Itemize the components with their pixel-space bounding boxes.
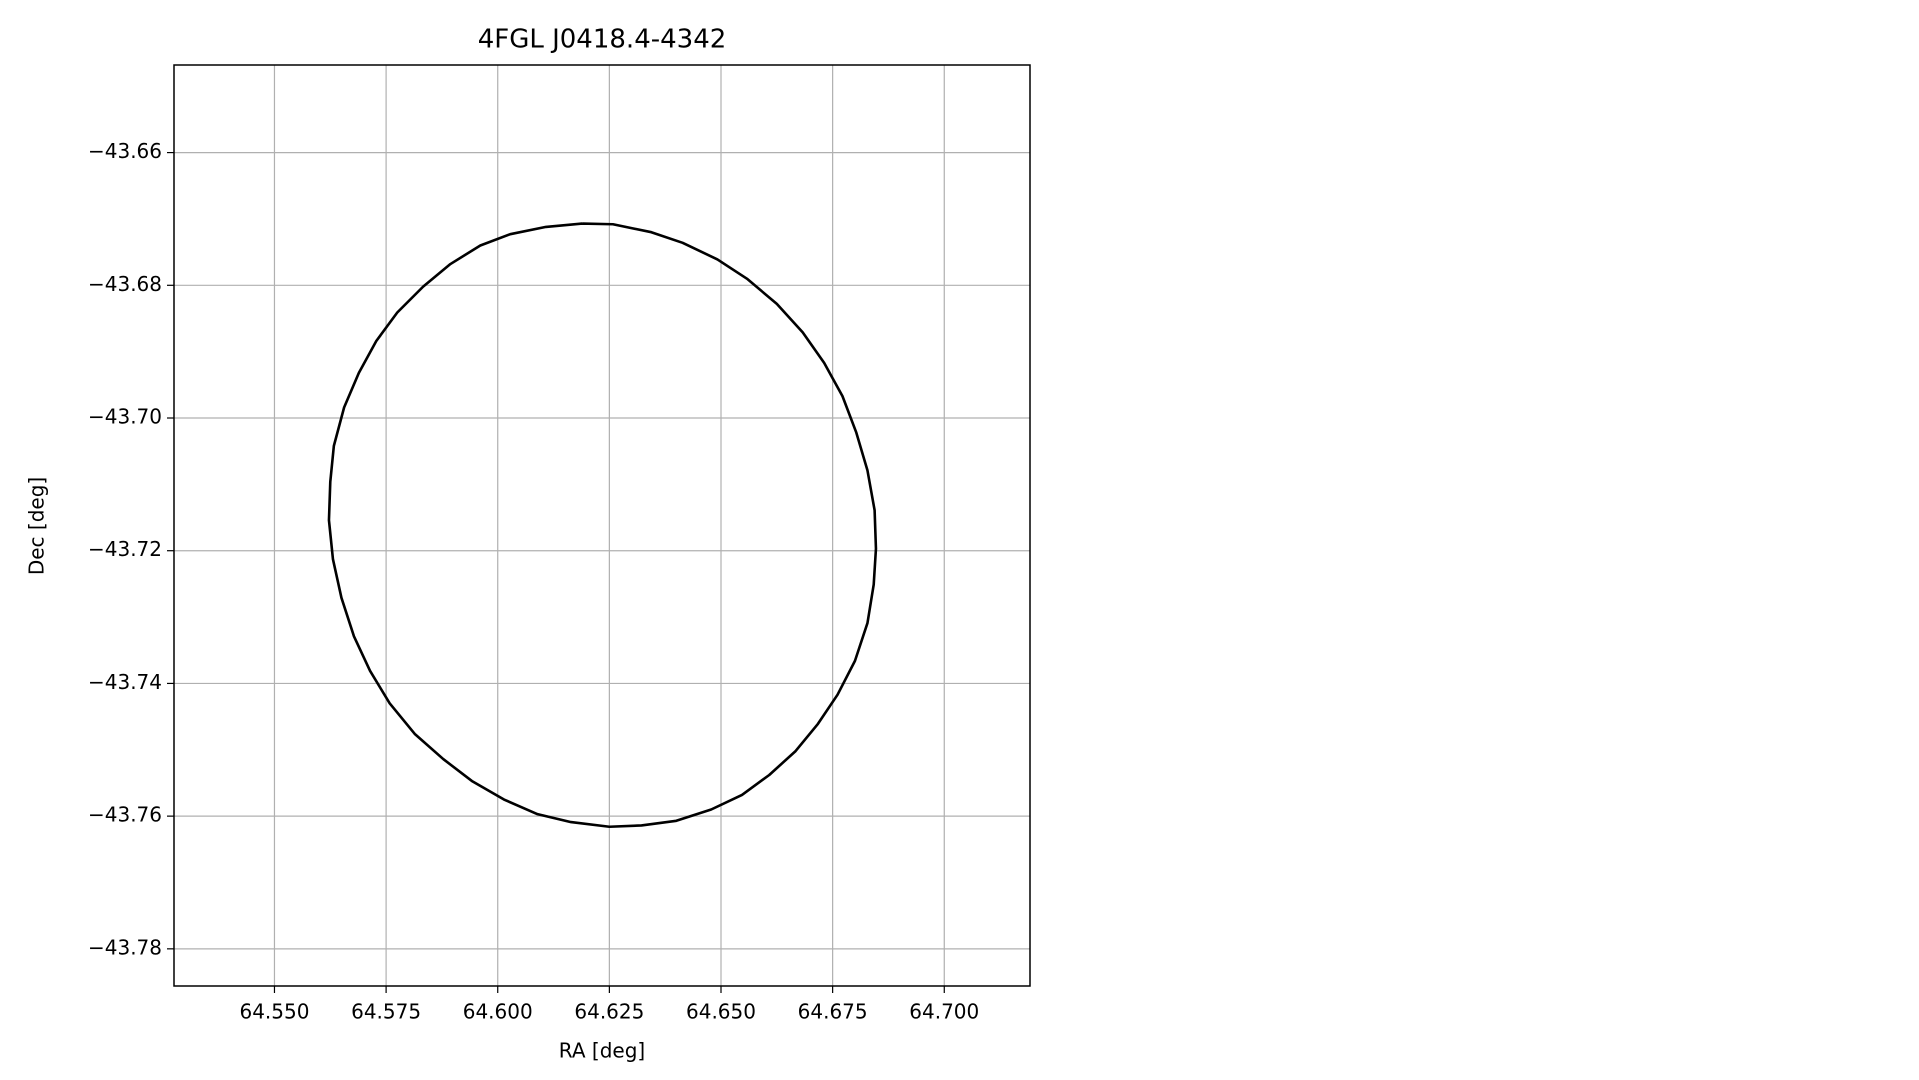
data-line <box>327 222 878 829</box>
x-tick-label: 64.700 <box>909 1000 979 1024</box>
y-tick-label: −43.76 <box>88 803 162 827</box>
y-tick-label: −43.72 <box>88 537 162 561</box>
x-tick-label: 64.575 <box>351 1000 421 1024</box>
x-tick-label: 64.600 <box>463 1000 533 1024</box>
y-tick-label: −43.70 <box>88 405 162 429</box>
x-tick-label: 64.550 <box>239 1000 309 1024</box>
x-tick-label: 64.675 <box>798 1000 868 1024</box>
x-tick-label: 64.625 <box>574 1000 644 1024</box>
y-tick-label: −43.68 <box>88 272 162 296</box>
x-tick-label: 64.650 <box>686 1000 756 1024</box>
y-axis-label: Dec [deg] <box>25 477 49 575</box>
y-tick-label: −43.66 <box>88 139 162 163</box>
chart-title: 4FGL J0418.4-4342 <box>478 25 727 55</box>
y-tick-label: −43.74 <box>88 670 162 694</box>
y-tick-label: −43.78 <box>88 935 162 959</box>
x-axis-label: RA [deg] <box>559 1039 645 1063</box>
plot-frame <box>173 64 1031 987</box>
